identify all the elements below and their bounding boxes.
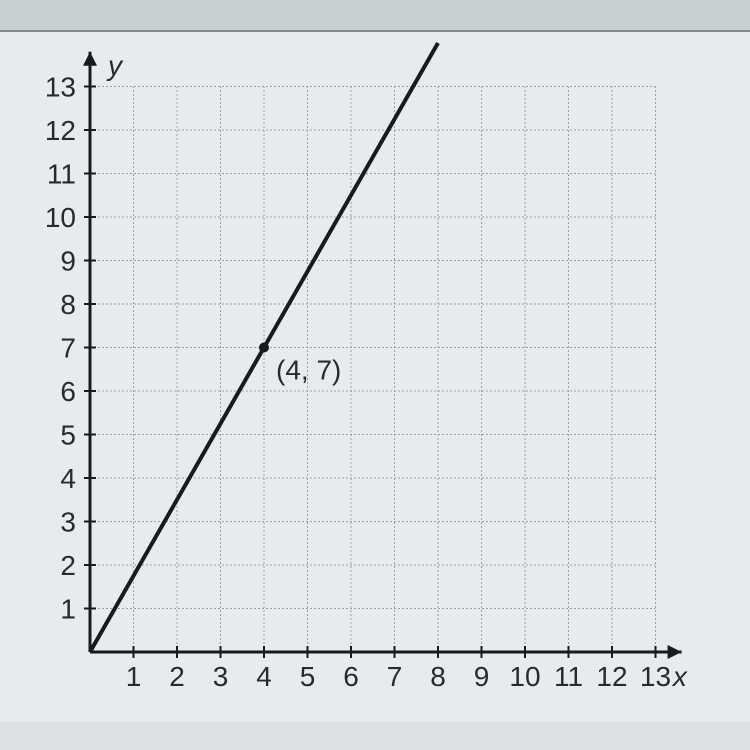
x-tick-label: 8 bbox=[430, 661, 446, 692]
x-tick-label: 1 bbox=[126, 661, 142, 692]
x-tick-label: 2 bbox=[169, 661, 185, 692]
x-tick-label: 11 bbox=[554, 661, 583, 692]
y-axis-arrow bbox=[83, 52, 97, 66]
y-tick-label: 6 bbox=[60, 376, 76, 407]
y-tick-label: 7 bbox=[60, 333, 76, 364]
x-tick-label: 6 bbox=[343, 661, 359, 692]
y-axis-label: y bbox=[106, 50, 124, 81]
y-tick-label: 2 bbox=[60, 550, 76, 581]
y-tick-label: 1 bbox=[60, 594, 76, 625]
y-tick-label: 3 bbox=[60, 507, 76, 538]
y-tick-label: 9 bbox=[60, 246, 76, 277]
x-tick-label: 9 bbox=[474, 661, 490, 692]
y-tick-label: 4 bbox=[60, 463, 76, 494]
x-axis-label: x bbox=[671, 661, 688, 692]
y-tick-label: 10 bbox=[45, 202, 76, 233]
y-tick-label: 5 bbox=[60, 420, 76, 451]
x-tick-label: 7 bbox=[387, 661, 403, 692]
data-point-label: (4, 7) bbox=[276, 355, 341, 386]
x-tick-label: 12 bbox=[596, 661, 627, 692]
y-tick-label: 12 bbox=[45, 115, 76, 146]
y-tick-label: 13 bbox=[45, 72, 76, 103]
x-tick-label: 3 bbox=[213, 661, 229, 692]
y-tick-label: 11 bbox=[47, 159, 76, 190]
chart-area: 1234567891011121312345678910111213yx(4, … bbox=[0, 30, 750, 722]
x-tick-label: 10 bbox=[509, 661, 540, 692]
line-chart: 1234567891011121312345678910111213yx(4, … bbox=[0, 32, 750, 722]
x-tick-label: 13 bbox=[640, 661, 671, 692]
x-tick-label: 4 bbox=[256, 661, 272, 692]
x-axis-arrow bbox=[668, 645, 682, 659]
x-tick-label: 5 bbox=[300, 661, 316, 692]
y-tick-label: 8 bbox=[60, 289, 76, 320]
screenshot-container: 1234567891011121312345678910111213yx(4, … bbox=[0, 0, 750, 750]
data-point bbox=[259, 343, 269, 353]
